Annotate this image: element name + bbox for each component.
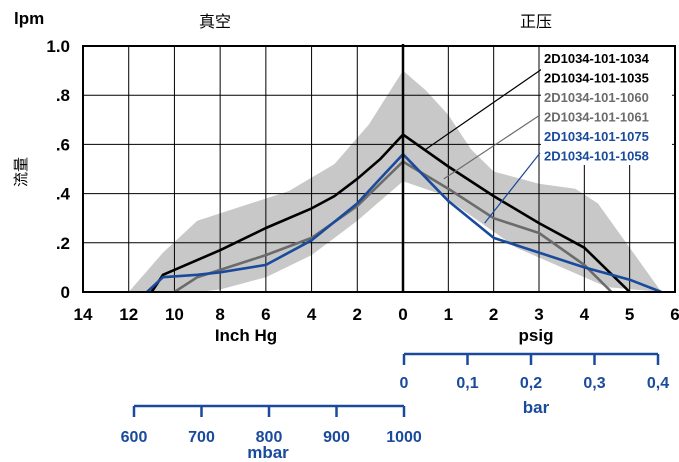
grid xyxy=(82,45,676,293)
bar-axis: 0 0,1 0,2 0,3 0,4 xyxy=(400,352,669,392)
y-tick-label: .4 xyxy=(56,185,71,204)
pressure-tick-label: 1 xyxy=(444,305,453,324)
bar-tick-label: 0,4 xyxy=(647,375,669,392)
bar-tick-label: 0 xyxy=(400,375,409,392)
pressure-tick-label: 3 xyxy=(534,305,543,324)
legend-label: 2D1034-101-1075 xyxy=(544,129,649,144)
vacuum-tick-label: 12 xyxy=(119,305,138,324)
legend: 2D1034-101-1034 2D1034-101-1035 2D1034-101… xyxy=(425,47,672,224)
vacuum-tick-label: 2 xyxy=(353,305,362,324)
leader-line-gray xyxy=(443,114,541,180)
mbar-axis: 600 700 800 900 1000 xyxy=(121,404,422,446)
vacuum-tick-label: 4 xyxy=(307,305,317,324)
pressure-tick-label: 2 xyxy=(489,305,498,324)
mbar-axis-title: mbar xyxy=(247,443,289,462)
pressure-tick-label: 4 xyxy=(580,305,590,324)
bar-tick-label: 0,1 xyxy=(456,375,478,392)
tolerance-band xyxy=(128,70,662,292)
series-layer xyxy=(146,133,662,294)
legend-label: 2D1034-101-1061 xyxy=(544,110,649,125)
legend-label: 2D1034-101-1035 xyxy=(544,71,649,86)
vacuum-tick-label: 0 xyxy=(398,305,407,324)
series-line-1 xyxy=(150,133,631,293)
y-tick-label: .8 xyxy=(56,86,70,105)
vacuum-title: 真空 xyxy=(199,13,231,31)
y-tick-label: .6 xyxy=(56,135,70,154)
vacuum-tick-label: 14 xyxy=(74,305,93,324)
mbar-tick-label: 600 xyxy=(121,429,148,446)
series-line-3 xyxy=(146,152,662,294)
leader-line-black xyxy=(425,68,543,150)
y-tick-label: 0 xyxy=(61,283,70,302)
leader-line-blue xyxy=(484,152,541,224)
mbar-tick-label: 1000 xyxy=(386,429,422,446)
pressure-tick-label: 5 xyxy=(625,305,634,324)
mbar-tick-label: 700 xyxy=(188,429,215,446)
vacuum-tick-label: 6 xyxy=(261,305,270,324)
legend-label: 2D1034-101-1060 xyxy=(544,90,649,105)
vacuum-tick-label: 8 xyxy=(215,305,224,324)
y-tick-label: 1.0 xyxy=(46,37,70,56)
bar-tick-label: 0,3 xyxy=(583,375,605,392)
mbar-tick-label: 800 xyxy=(256,429,283,446)
mbar-tick-label: 900 xyxy=(323,429,350,446)
pressure-axis-title: psig xyxy=(519,326,554,345)
legend-label: 2D1034-101-1058 xyxy=(544,149,649,164)
vacuum-tick-label: 10 xyxy=(165,305,184,324)
y-axis-title: 流量 xyxy=(13,157,30,187)
legend-background xyxy=(541,47,672,165)
bar-axis-title: bar xyxy=(523,398,550,417)
bar-tick-label: 0,2 xyxy=(520,375,542,392)
series-line-2 xyxy=(173,160,613,294)
y-unit-label: lpm xyxy=(14,9,44,28)
pressure-title: 正压 xyxy=(520,14,552,31)
pressure-tick-label: 6 xyxy=(670,305,679,324)
plot-frame xyxy=(82,45,676,293)
y-tick-label: .2 xyxy=(56,234,70,253)
legend-label: 2D1034-101-1034 xyxy=(544,51,650,66)
tolerance-band-area xyxy=(128,70,662,292)
vacuum-axis-title: Inch Hg xyxy=(215,326,277,345)
